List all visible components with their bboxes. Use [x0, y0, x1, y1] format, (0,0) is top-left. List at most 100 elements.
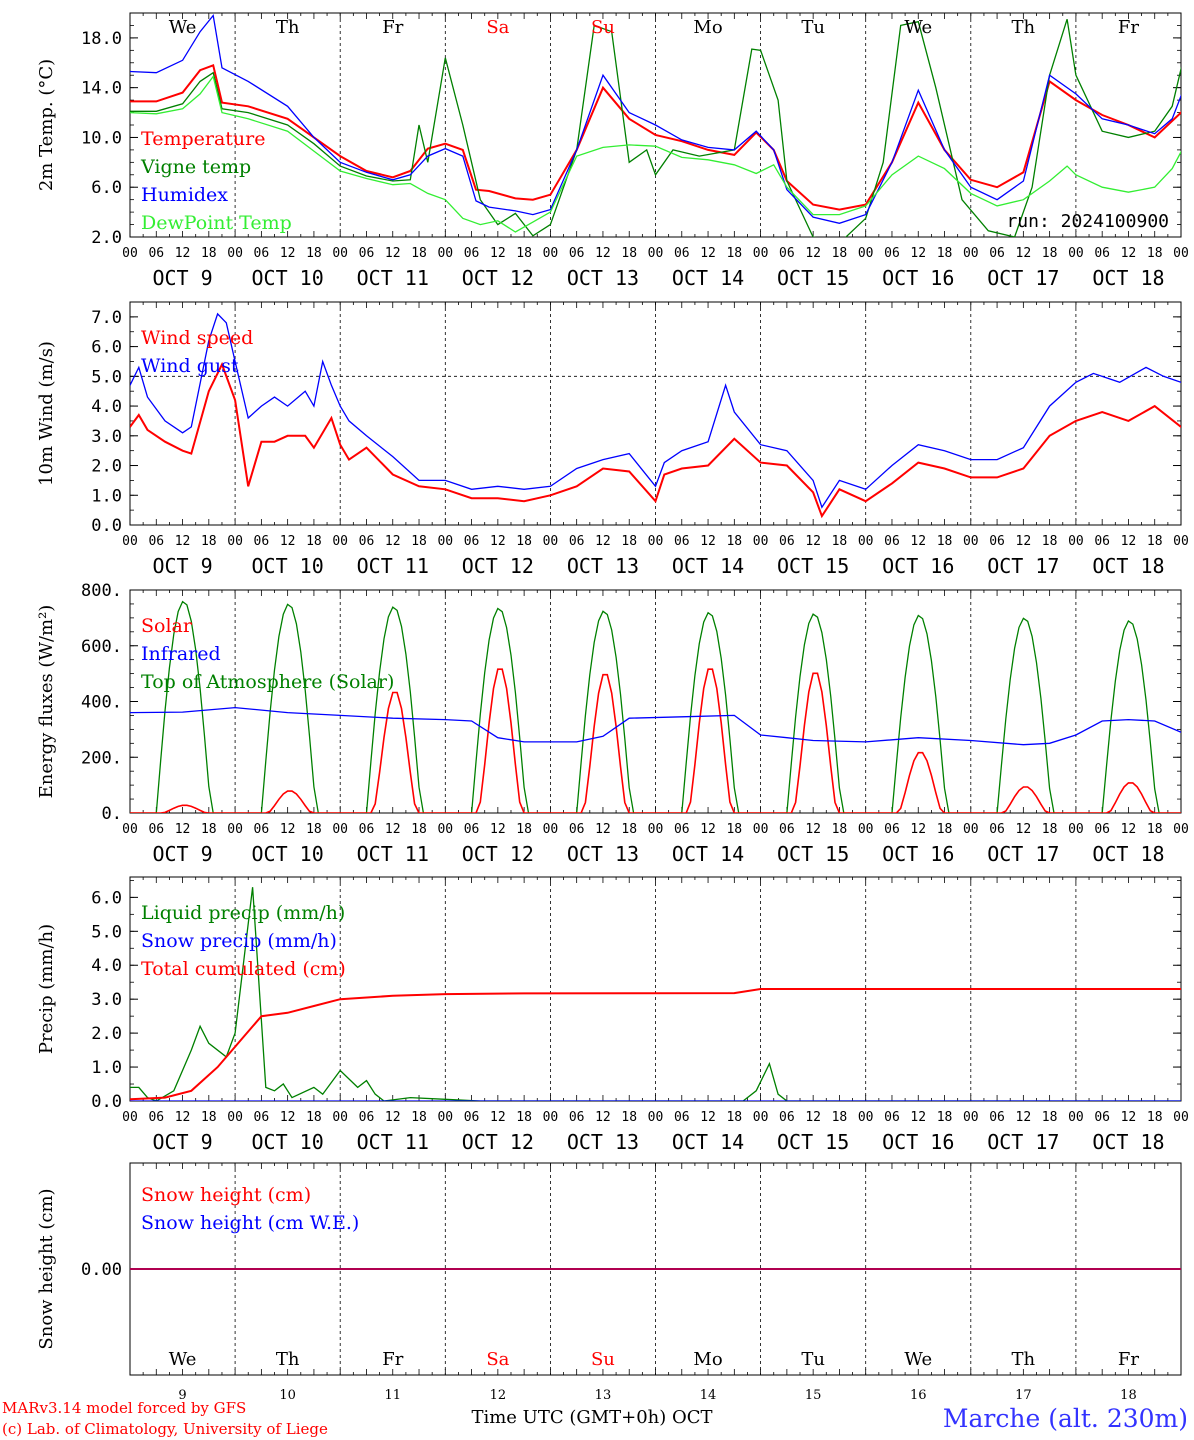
precip-hour-tick-label: 12	[175, 1110, 191, 1125]
wind-hour-tick-label: 18	[201, 534, 217, 549]
precip-date-label: OCT 10	[252, 1130, 324, 1154]
temp-y-tick-label: 10.0	[81, 128, 122, 148]
snow-date-label: 9	[178, 1388, 186, 1403]
wind-y-tick-label: 3.0	[91, 427, 122, 447]
energy-hour-tick-label: 18	[726, 822, 742, 837]
temp-y-tick-label: 18.0	[81, 29, 122, 49]
precip-date-label: OCT 17	[987, 1130, 1059, 1154]
temp-day-label: We	[904, 17, 932, 38]
precip-hour-tick-label: 12	[490, 1110, 506, 1125]
precip-hour-tick-label: 00	[753, 1110, 769, 1125]
temp-hour-tick-label: 06	[884, 246, 900, 261]
wind-hour-tick-label: 00	[1068, 534, 1084, 549]
energy-y-tick-label: 0.	[102, 804, 122, 824]
temp-run-annotation: run: 2024100900	[1006, 211, 1169, 232]
snow-legend-item: Snow height (cm W.E.)	[141, 1212, 359, 1234]
precip-hour-tick-label: 12	[280, 1110, 296, 1125]
energy-y-tick-label: 200.	[81, 748, 122, 768]
temp-hour-tick-label: 00	[1173, 246, 1189, 261]
temp-date-label: OCT 18	[1092, 266, 1164, 290]
temp-date-label: OCT 14	[672, 266, 744, 290]
energy-legend-item: Solar	[141, 615, 193, 637]
temp-day-label: Tu	[801, 17, 825, 38]
energy-hour-tick-label: 18	[306, 822, 322, 837]
precip-date-label: OCT 13	[567, 1130, 639, 1154]
snow-date-label: 16	[910, 1388, 927, 1403]
temp-hour-tick-label: 06	[359, 246, 375, 261]
temp-date-label: OCT 9	[152, 266, 212, 290]
temp-hour-tick-label: 12	[280, 246, 296, 261]
precip-date-label: OCT 14	[672, 1130, 744, 1154]
temp-hour-tick-label: 12	[175, 246, 191, 261]
temp-hour-tick-label: 12	[595, 246, 611, 261]
precip-hour-tick-label: 06	[1094, 1110, 1110, 1125]
energy-hour-tick-label: 12	[280, 822, 296, 837]
wind-hour-tick-label: 12	[1121, 534, 1137, 549]
wind-hour-tick-label: 12	[805, 534, 821, 549]
temp-y-tick-label: 2.0	[91, 228, 122, 248]
precip-date-label: OCT 9	[152, 1130, 212, 1154]
temp-hour-tick-label: 12	[910, 246, 926, 261]
energy-y-tick-label: 600.	[81, 637, 122, 657]
precip-y-tick-label: 5.0	[91, 922, 122, 942]
precip-panel: 0.0 1.0 2.0 3.0 4.0 5.0 6.0 Precip (mm/h) Liquid…	[36, 876, 1189, 1154]
energy-hour-tick-label: 18	[201, 822, 217, 837]
temp-hour-tick-label: 06	[674, 246, 690, 261]
temp-hour-tick-label: 00	[332, 246, 348, 261]
temp-y-tick-label: 6.0	[91, 178, 122, 198]
temp-date-label: OCT 13	[567, 266, 639, 290]
precip-hour-tick-label: 18	[1042, 1110, 1058, 1125]
energy-hour-tick-label: 06	[989, 822, 1005, 837]
wind-hour-tick-label: 18	[832, 534, 848, 549]
wind-hour-tick-label: 00	[227, 534, 243, 549]
temp-hour-tick-label: 06	[569, 246, 585, 261]
energy-date-label: OCT 10	[252, 842, 324, 866]
lab-credit-text: (c) Lab. of Climatology, University of L…	[2, 1420, 328, 1438]
wind-hour-tick-label: 06	[569, 534, 585, 549]
snow-day-label: Fr	[1118, 1349, 1139, 1370]
wind-y-tick-label: 0.0	[91, 516, 122, 536]
wind-hour-tick-label: 00	[543, 534, 559, 549]
snow-date-label: 10	[279, 1388, 296, 1403]
precip-hour-tick-label: 12	[595, 1110, 611, 1125]
time-axis-label: Time UTC (GMT+0h) OCT	[471, 1407, 712, 1428]
toa-solar-line	[130, 600, 1181, 813]
temp-plot-area	[130, 13, 1181, 237]
energy-hour-tick-label: 18	[1042, 822, 1058, 837]
wind-hour-tick-label: 18	[411, 534, 427, 549]
energy-date-label: OCT 14	[672, 842, 744, 866]
energy-date-label: OCT 17	[987, 842, 1059, 866]
energy-date-label: OCT 18	[1092, 842, 1164, 866]
wind-y-axis-label: 10m Wind (m/s)	[36, 341, 57, 486]
precip-date-label: OCT 11	[357, 1130, 429, 1154]
wind-hour-tick-label: 06	[779, 534, 795, 549]
energy-hour-tick-label: 18	[621, 822, 637, 837]
wind-date-label: OCT 12	[462, 554, 534, 578]
energy-hour-tick-label: 12	[175, 822, 191, 837]
temp-hour-tick-label: 12	[805, 246, 821, 261]
precip-hour-tick-label: 18	[621, 1110, 637, 1125]
precip-hour-tick-label: 00	[858, 1110, 874, 1125]
temp-date-label: OCT 15	[777, 266, 849, 290]
energy-hour-tick-label: 06	[254, 822, 270, 837]
wind-hour-tick-label: 18	[726, 534, 742, 549]
energy-hour-tick-label: 12	[700, 822, 716, 837]
energy-hour-tick-label: 00	[227, 822, 243, 837]
temp-hour-tick-label: 00	[122, 246, 138, 261]
snow-date-label: 14	[700, 1388, 717, 1403]
energy-hour-tick-label: 00	[543, 822, 559, 837]
temp-hour-tick-label: 00	[1068, 246, 1084, 261]
precip-date-label: OCT 18	[1092, 1130, 1164, 1154]
energy-y-axis-label: Energy fluxes (W/m²)	[36, 605, 57, 799]
wind-hour-tick-label: 12	[700, 534, 716, 549]
wind-hour-tick-label: 06	[464, 534, 480, 549]
wind-y-tick-label: 6.0	[91, 338, 122, 358]
temp-day-label: Th	[1012, 17, 1036, 38]
wind-hour-tick-label: 06	[148, 534, 164, 549]
wind-hour-tick-label: 18	[1042, 534, 1058, 549]
solar-line	[130, 668, 1181, 813]
temp-hour-tick-label: 00	[437, 246, 453, 261]
temp-y-tick-label: 14.0	[81, 79, 122, 99]
energy-date-label: OCT 15	[777, 842, 849, 866]
